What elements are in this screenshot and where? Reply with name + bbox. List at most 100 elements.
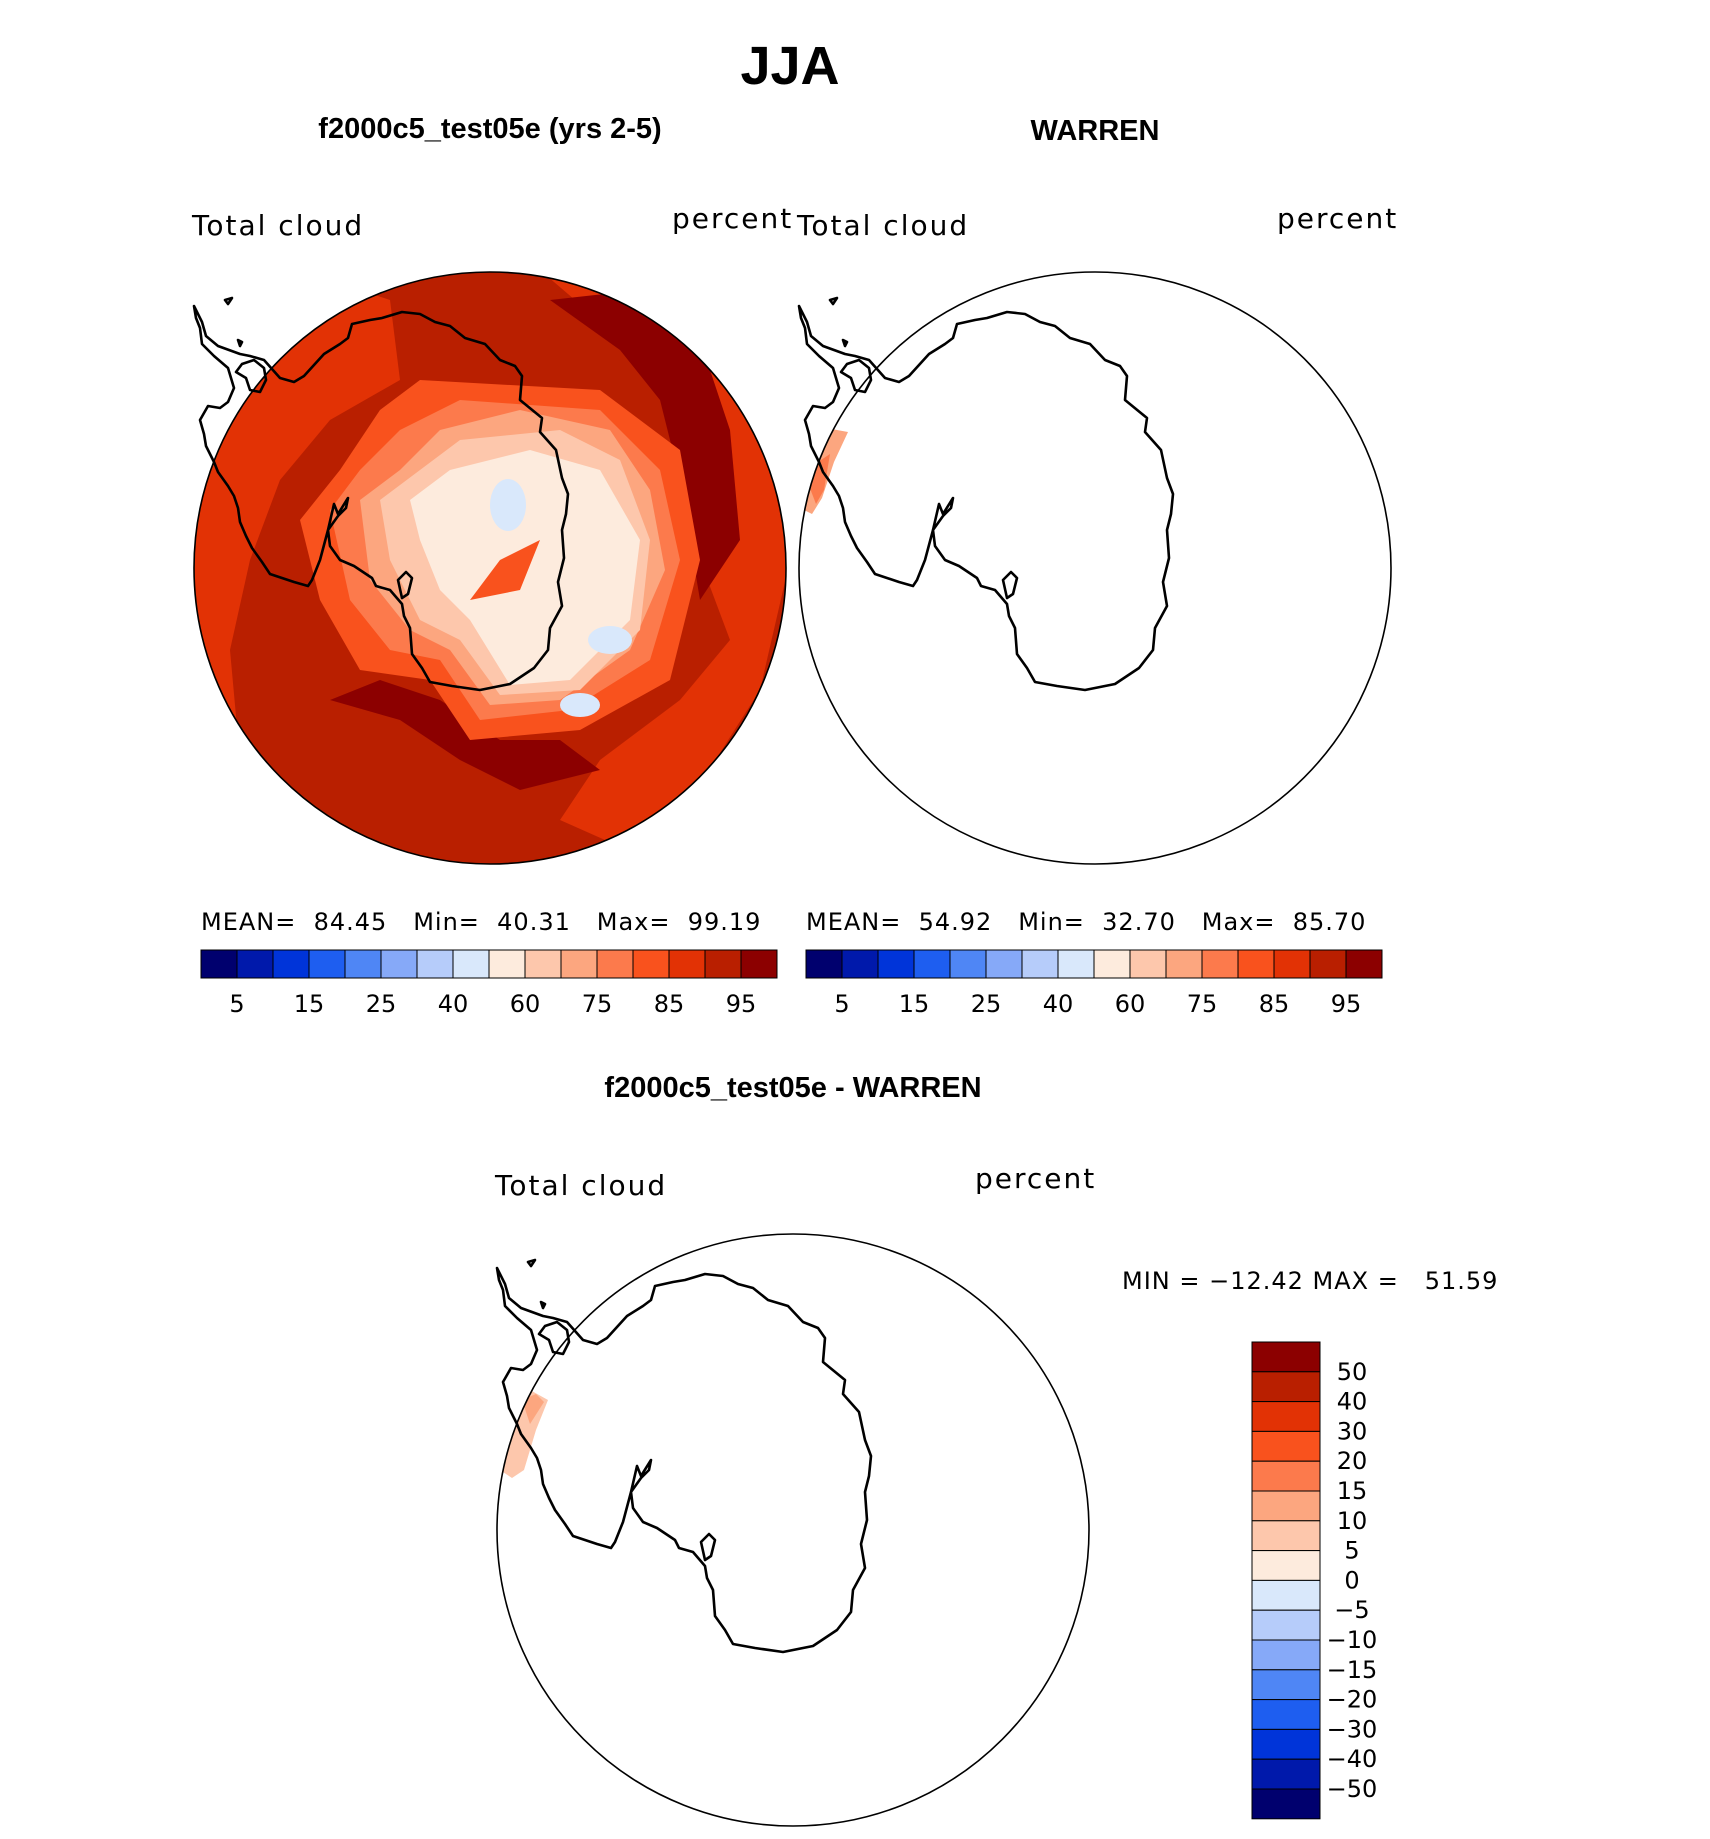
panel-a-stats: MEAN= 84.45 Min= 40.31 Max= 99.19: [201, 908, 761, 936]
panel-a-variable: Total cloud: [191, 209, 364, 242]
field-band-45: [560, 693, 600, 717]
coastline-segment: [828, 296, 839, 306]
colorbar-tick-label: 85: [654, 990, 685, 1018]
colorbar-swatch: [1129, 949, 1167, 979]
colorbar-swatch: [704, 949, 742, 979]
colorbar-swatch: [1165, 949, 1203, 979]
colorbar-swatch: [1251, 1728, 1321, 1760]
map-boundary: [798, 271, 1392, 865]
colorbar-swatch: [1251, 1639, 1321, 1671]
colorbar-tick-label: 40: [1043, 990, 1074, 1018]
colorbar-swatch: [344, 949, 382, 979]
colorbar-swatch: [1251, 1490, 1321, 1522]
colorbar-tick-label: 5: [834, 990, 849, 1018]
colorbar-swatch: [1201, 949, 1239, 979]
colorbar-swatch: [841, 949, 879, 979]
colorbar-swatch: [949, 949, 987, 979]
map-boundary: [193, 271, 787, 865]
colorbar-tick-label: −50: [1327, 1775, 1378, 1803]
map-fill-model: [194, 272, 786, 864]
coastline-segment: [539, 1300, 547, 1310]
panel-c-variable: Total cloud: [494, 1169, 667, 1202]
colorbar-tick-label: 60: [1115, 990, 1146, 1018]
colorbar-swatch: [1251, 1669, 1321, 1701]
colorbar-swatch: [1057, 949, 1095, 979]
colorbar-swatch: [560, 949, 598, 979]
panel-b-variable: Total cloud: [796, 209, 969, 242]
colorbar-tick-label: 95: [726, 990, 757, 1018]
colorbar-swatch: [308, 949, 346, 979]
field-band-85: [540, 272, 786, 860]
colorbar-swatch: [1093, 949, 1131, 979]
coastline-segment: [537, 1320, 571, 1356]
panel-b-title: WARREN: [1031, 115, 1160, 147]
colorbar-swatch: [1021, 949, 1059, 979]
coastline-segment: [526, 1258, 537, 1268]
colorbar-swatch: [805, 949, 843, 979]
field-patch: [522, 1394, 544, 1424]
colorbar-tick-label: 20: [1337, 1447, 1368, 1475]
colorbar-swatch: [1251, 1520, 1321, 1552]
colorbar-tick-label: 15: [1337, 1477, 1368, 1505]
colorbar-swatch: [1251, 1371, 1321, 1403]
colorbar-swatch: [524, 949, 562, 979]
colorbar-tick-label: 15: [294, 990, 325, 1018]
panel-c-title: f2000c5_test05e - WARREN: [604, 1072, 981, 1104]
colorbar-swatch: [1251, 1579, 1321, 1611]
colorbar-tick-label: −20: [1327, 1686, 1378, 1714]
colorbar-tick-label: 95: [1331, 990, 1362, 1018]
map-panel-obs: [797, 271, 1392, 865]
colorbar-tick-label: 75: [582, 990, 613, 1018]
colorbar-tick-label: −10: [1327, 1626, 1378, 1654]
coastline-segment: [223, 296, 234, 306]
colorbar-tick-label: 10: [1337, 1507, 1368, 1535]
colorbar-tick-label: 15: [899, 990, 930, 1018]
colorbar-swatch: [1251, 1341, 1321, 1373]
coastline-segment: [841, 338, 849, 348]
map-boundary: [496, 1233, 1090, 1827]
colorbar-swatch: [632, 949, 670, 979]
colorbar-tick-label: 30: [1337, 1417, 1368, 1445]
coastline-segment: [236, 338, 244, 348]
colorbar-swatch: [1237, 949, 1275, 979]
colorbar-tick-label: 40: [438, 990, 469, 1018]
colorbar-tick-label: 5: [229, 990, 244, 1018]
colorbar-tick-label: 60: [510, 990, 541, 1018]
colorbar-swatch: [740, 949, 778, 979]
antarctica-coastline: [797, 296, 1175, 692]
colorbar-tick-label: 25: [366, 990, 397, 1018]
colorbar-swatch: [452, 949, 490, 979]
colorbar-swatch: [1251, 1401, 1321, 1432]
panel-a-title: f2000c5_test05e (yrs 2-5): [318, 113, 661, 145]
coastline-segment: [839, 358, 873, 394]
colorbar-swatch: [272, 949, 310, 979]
antarctica-coastline: [495, 1258, 873, 1654]
coastline-segment: [495, 1266, 873, 1654]
field-band-80: [470, 540, 540, 600]
colorbar-swatch: [985, 949, 1023, 979]
colorbar-tick-label: 5: [1344, 1537, 1359, 1565]
coastline-segment: [797, 304, 1175, 692]
colorbar-swatch: [668, 949, 706, 979]
colorbar-swatch: [200, 949, 238, 979]
colorbar-swatch: [1251, 1460, 1321, 1492]
colorbar-swatch: [596, 949, 634, 979]
field-band-45: [490, 479, 526, 531]
colorbar-swatch: [380, 949, 418, 979]
colorbar-swatch: [1273, 949, 1311, 979]
colorbar-swatch: [1251, 1788, 1321, 1820]
colorbar-tick-label: 75: [1187, 990, 1218, 1018]
colorbar-swatch: [1251, 1609, 1321, 1641]
field-band-85: [194, 280, 400, 830]
colorbar-tick-label: 50: [1337, 1358, 1368, 1386]
panel-b-stats: MEAN= 54.92 Min= 32.70 Max= 85.70: [806, 908, 1366, 936]
colorbar-tick-label: 25: [971, 990, 1002, 1018]
colorbar-obs: 5 15 25 40 60 75 85 95: [805, 949, 1383, 1018]
colorbar-swatch: [488, 949, 526, 979]
colorbar-model: 5 15 25 40 60 75 85 95: [200, 949, 778, 1018]
colorbar-swatch: [1251, 1430, 1321, 1462]
colorbar-tick-label: −15: [1327, 1656, 1378, 1684]
colorbar-tick-label: −5: [1334, 1596, 1369, 1624]
colorbar-swatch: [913, 949, 951, 979]
map-panel-diff: [495, 1233, 1090, 1827]
